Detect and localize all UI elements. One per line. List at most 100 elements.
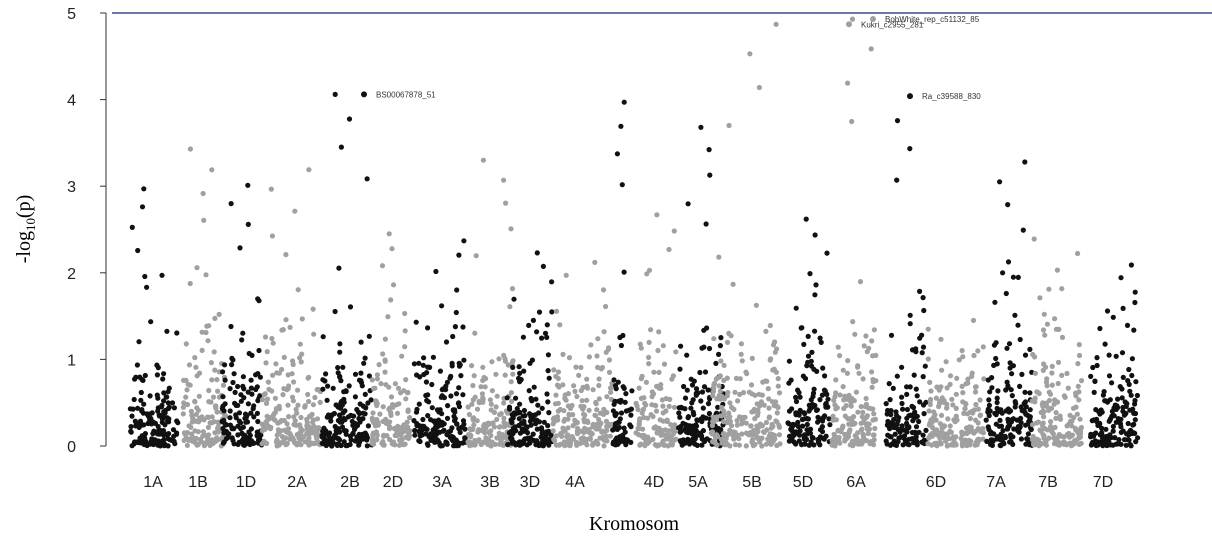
snp-point xyxy=(509,438,516,444)
snp-point xyxy=(654,443,660,449)
snp-point xyxy=(203,272,209,278)
y-axis-label: -log10(p) xyxy=(13,195,38,264)
snp-point xyxy=(776,424,783,430)
snp-point xyxy=(944,401,950,407)
snp-point xyxy=(709,431,715,437)
snp-point xyxy=(553,392,559,398)
snp-point xyxy=(231,371,237,377)
snp-point xyxy=(471,373,477,379)
snp-point xyxy=(1075,250,1081,257)
snp-point xyxy=(1123,403,1129,409)
snp-point xyxy=(188,408,194,414)
snp-point xyxy=(926,408,932,414)
snp-point xyxy=(1093,407,1099,413)
snp-point xyxy=(210,394,217,400)
snp-point xyxy=(654,212,660,218)
snp-point xyxy=(141,422,147,428)
snp-point xyxy=(248,377,254,383)
x-tick-label: 4A xyxy=(565,474,585,491)
snp-point xyxy=(938,412,945,418)
snp-point xyxy=(328,418,334,424)
snp-point xyxy=(788,433,795,439)
snp-point xyxy=(320,386,326,392)
snp-point xyxy=(332,423,338,430)
snp-point xyxy=(945,431,951,437)
snp-point xyxy=(304,419,310,425)
snp-point xyxy=(868,46,874,52)
snp-point xyxy=(949,396,955,402)
snp-point xyxy=(201,217,207,223)
snp-point xyxy=(1009,393,1015,399)
snp-point xyxy=(425,325,431,331)
snp-point xyxy=(501,419,507,425)
snp-point xyxy=(577,428,583,434)
snp-point xyxy=(759,423,765,429)
snp-point xyxy=(553,442,560,448)
snp-point xyxy=(161,432,167,438)
snp-point xyxy=(183,377,189,383)
snp-point xyxy=(356,439,363,445)
snp-point xyxy=(849,118,855,125)
snp-point xyxy=(382,358,388,364)
snp-point xyxy=(1003,408,1009,414)
snp-point xyxy=(812,402,818,409)
snp-point xyxy=(437,368,443,374)
snp-point xyxy=(930,425,936,431)
snp-point xyxy=(239,337,245,343)
snp-point xyxy=(945,416,951,422)
snp-point xyxy=(894,373,900,379)
snp-point xyxy=(1110,442,1116,448)
x-tick-label: 2A xyxy=(287,474,307,491)
snp-point xyxy=(617,416,623,422)
snp-point xyxy=(863,401,870,407)
snp-point xyxy=(229,362,235,368)
snp-point xyxy=(180,411,186,417)
snp-point xyxy=(1044,321,1050,327)
snp-point xyxy=(764,427,770,433)
snp-point xyxy=(337,341,343,347)
snp-point xyxy=(1119,395,1125,401)
snp-point xyxy=(129,224,135,230)
snp-point xyxy=(164,328,170,334)
snp-point xyxy=(833,390,839,396)
snp-point xyxy=(544,322,550,328)
snp-point xyxy=(1003,290,1009,297)
snp-point xyxy=(706,410,713,417)
snp-point xyxy=(335,417,341,424)
snp-point xyxy=(1064,423,1070,429)
snp-point xyxy=(255,371,261,377)
snp-point xyxy=(366,373,372,379)
snp-point xyxy=(411,361,417,367)
snp-point xyxy=(801,434,807,440)
snp-point xyxy=(314,430,320,436)
snp-point xyxy=(474,406,481,412)
snp-point xyxy=(732,442,739,448)
snp-point xyxy=(1127,388,1133,394)
snp-point xyxy=(871,411,877,417)
snp-point xyxy=(553,433,560,439)
snp-point xyxy=(917,288,923,294)
snp-point xyxy=(553,308,560,314)
snp-point xyxy=(904,420,910,426)
snp-point xyxy=(220,369,226,375)
snp-point xyxy=(655,428,661,434)
snp-point xyxy=(255,398,261,404)
snp-point xyxy=(347,433,353,439)
snp-point xyxy=(165,436,171,442)
snp-point xyxy=(649,402,655,408)
snp-point xyxy=(370,432,376,439)
snp-point xyxy=(1055,380,1061,387)
snp-point xyxy=(466,411,472,418)
snp-point xyxy=(388,297,394,303)
snp-point xyxy=(497,412,503,418)
snp-point xyxy=(426,434,432,440)
snp-point xyxy=(720,419,727,425)
snp-point xyxy=(181,400,187,406)
snp-point xyxy=(199,347,205,353)
snp-point xyxy=(135,247,141,254)
snp-point xyxy=(356,377,363,383)
snp-point xyxy=(676,410,682,416)
snp-point xyxy=(424,441,430,447)
snp-point xyxy=(335,365,341,371)
snp-point xyxy=(1099,439,1105,445)
